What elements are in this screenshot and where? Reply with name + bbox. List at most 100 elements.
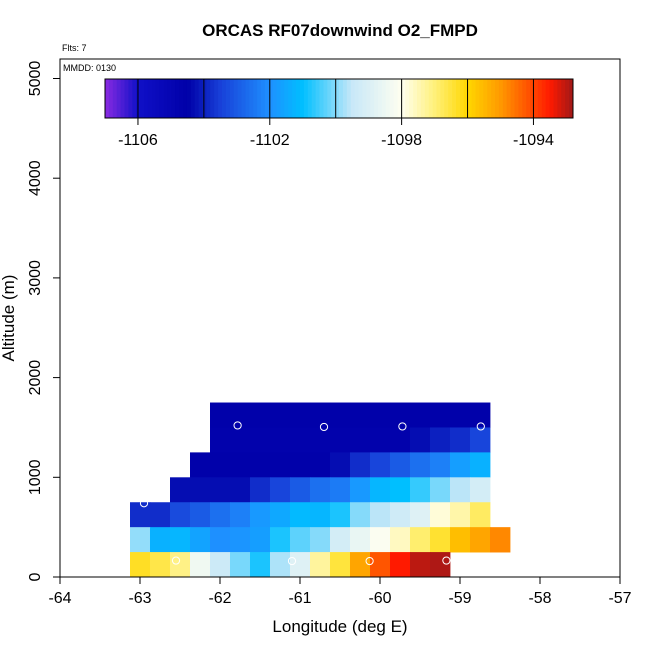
- heatmap-cell: [390, 502, 411, 528]
- colorbar-segment: [463, 79, 469, 118]
- colorbar-segment: [537, 79, 543, 118]
- colorbar-segment: [218, 79, 223, 118]
- heatmap-cell: [470, 477, 491, 503]
- observation-point: [512, 542, 521, 552]
- heatmap-cell: [210, 502, 231, 528]
- heatmap-cell: [170, 477, 191, 503]
- colorbar-segment: [112, 79, 118, 118]
- heatmap-cell: [270, 552, 291, 578]
- heatmap-cell: [450, 477, 471, 503]
- heatmap-cell: [390, 527, 411, 553]
- colorbar-segment: [171, 79, 176, 118]
- heatmap-cell: [190, 452, 211, 478]
- colorbar-segment: [479, 79, 484, 118]
- colorbar-segment: [510, 79, 515, 118]
- colorbar-segment: [319, 79, 324, 118]
- colorbar-segment: [374, 79, 379, 118]
- heatmap-cell: [170, 502, 191, 528]
- heatmap-cell: [290, 402, 311, 428]
- colorbar-segment: [268, 79, 274, 118]
- colorbar-segment: [526, 79, 531, 118]
- colorbar-segment: [428, 79, 434, 118]
- x-tick-label: -58: [528, 590, 551, 607]
- colorbar-segment: [498, 79, 504, 118]
- heatmap-cell: [270, 452, 291, 478]
- heatmap-cell: [470, 502, 491, 528]
- colorbar-segment: [565, 79, 570, 118]
- colorbar-segment: [335, 79, 340, 118]
- colorbar-segment: [436, 79, 441, 118]
- x-tick-label: -61: [288, 590, 311, 607]
- colorbar-segment: [225, 79, 231, 118]
- heatmap-cell: [310, 502, 331, 528]
- colorbar-segment: [183, 79, 188, 118]
- colorbar-segment: [534, 79, 539, 118]
- colorbar-segment: [557, 79, 562, 118]
- heatmap-cell: [290, 427, 311, 453]
- colorbar-segment: [311, 79, 317, 118]
- heatmap-cell: [430, 502, 451, 528]
- colorbar-segment: [140, 79, 145, 118]
- colorbar-segment: [420, 79, 426, 118]
- colorbar-segment: [186, 79, 192, 118]
- colorbar-segment: [222, 79, 227, 118]
- colorbar-segment: [362, 79, 367, 118]
- heatmap-cell: [310, 527, 331, 553]
- heatmap-cell: [190, 502, 211, 528]
- colorbar-segment: [292, 79, 297, 118]
- y-tick-label: 4000: [27, 160, 44, 196]
- colorbar-segment: [206, 79, 211, 118]
- colorbar-segment: [214, 79, 219, 118]
- colorbar-segment: [366, 79, 371, 118]
- colorbar-segment: [303, 79, 309, 118]
- heatmap-cell: [230, 502, 251, 528]
- colorbar-segment: [553, 79, 558, 118]
- colorbar-segment: [424, 79, 430, 118]
- heatmap-cell: [430, 477, 451, 503]
- colorbar-segment: [401, 79, 406, 118]
- colorbar-segment: [506, 79, 512, 118]
- colorbar-segment: [440, 79, 445, 118]
- colorbar-segment: [194, 79, 200, 118]
- colorbar-segment: [151, 79, 157, 118]
- heatmap-cell: [250, 502, 271, 528]
- colorbar-segment: [471, 79, 476, 118]
- heatmap-cell: [390, 552, 411, 578]
- heatmap-cell: [250, 477, 271, 503]
- colorbar-segment: [413, 79, 418, 118]
- colorbar-segment: [378, 79, 383, 118]
- heatmap-cell: [350, 552, 371, 578]
- y-tick-label: 3000: [27, 260, 44, 296]
- colorbar-tick-label: -1094: [513, 132, 554, 149]
- colorbar-segment: [530, 79, 535, 118]
- heatmap-cell: [330, 502, 351, 528]
- heatmap-cell: [390, 477, 411, 503]
- heatmap-cell: [370, 527, 391, 553]
- colorbar-segment: [350, 79, 356, 118]
- heatmap-cell: [370, 552, 391, 578]
- colorbar-segment: [389, 79, 395, 118]
- heatmap-cell: [270, 402, 291, 428]
- colorbar-segment: [381, 79, 387, 118]
- heatmap-cell: [130, 527, 151, 553]
- colorbar-segment: [370, 79, 375, 118]
- colorbar-segment: [491, 79, 496, 118]
- heatmap-cell: [430, 402, 451, 428]
- heatmap-cell: [470, 427, 491, 453]
- observation-point: [233, 421, 242, 430]
- heatmap-cell: [130, 502, 151, 528]
- colorbar-segment: [105, 79, 110, 118]
- colorbar-segment: [163, 79, 168, 118]
- colorbar-segment: [276, 79, 281, 118]
- colorbar-segment: [253, 79, 258, 118]
- heatmap-cell: [450, 427, 471, 453]
- heatmap-cell: [250, 402, 271, 428]
- heatmap-cell: [450, 502, 471, 528]
- colorbar-segment: [495, 79, 500, 118]
- colorbar-segment: [272, 79, 278, 118]
- colorbar-segment: [409, 79, 414, 118]
- heatmap-cell: [410, 502, 431, 528]
- colorbar-segment: [249, 79, 254, 118]
- colorbar-segment: [514, 79, 519, 118]
- heatmap-cell: [470, 527, 491, 553]
